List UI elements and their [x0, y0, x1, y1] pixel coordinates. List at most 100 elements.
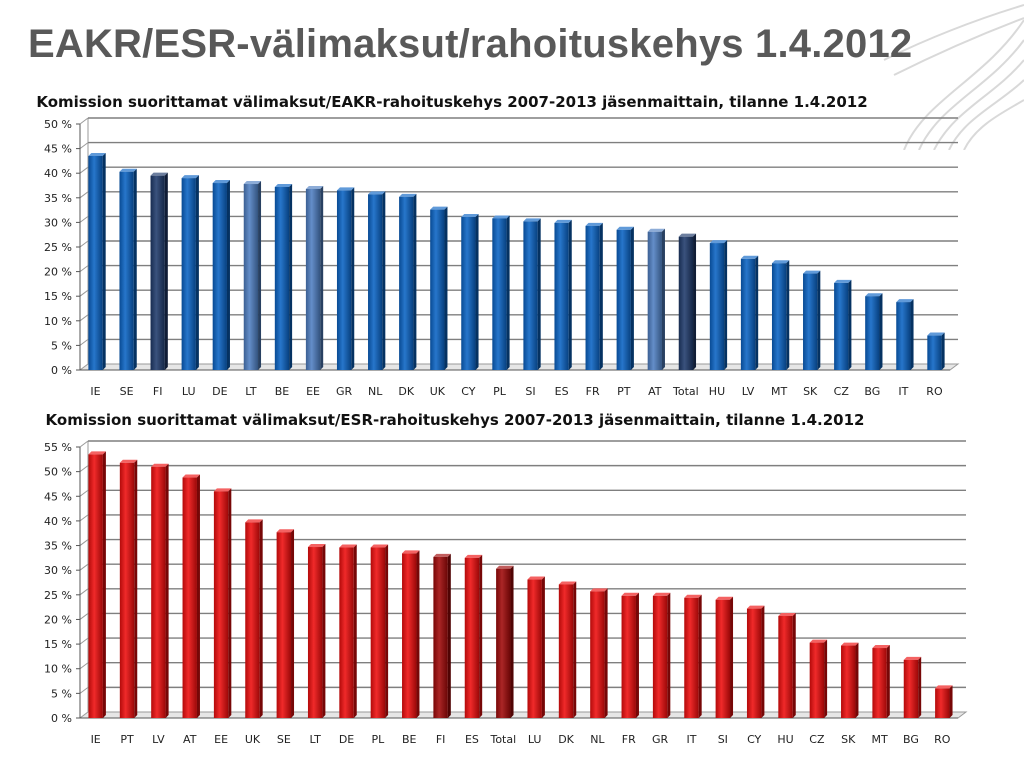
esr-chart-plot: 0 % 5 % 10 % 15 % 20 % 25 % 30 % 35 % 40 % 45 % 50…	[44, 440, 968, 746]
eakr-bar-side	[133, 168, 137, 370]
esr-bar-side	[792, 613, 796, 718]
eakr-bar-top	[181, 175, 199, 179]
esr-bar-cy	[746, 605, 765, 718]
eakr-bar-ie	[88, 152, 106, 370]
esr-bar-side	[761, 605, 765, 718]
eakr-bar-front	[771, 263, 787, 370]
esr-y-tick-label: 25 %	[44, 589, 72, 602]
esr-bar-front	[590, 591, 605, 718]
esr-bar-bg	[903, 656, 922, 718]
eakr-bar-side	[693, 233, 697, 370]
eakr-y-tick-label: 35 %	[44, 192, 72, 205]
eakr-x-tick-label: DK	[398, 385, 414, 398]
eakr-bar-top	[927, 332, 945, 336]
esr-bar-side	[291, 529, 295, 718]
esr-bar-side	[510, 565, 514, 718]
page-title: EAKR/ESR-välimaksut/rahoituskehys 1.4.20…	[28, 22, 913, 66]
eakr-bar-side	[289, 183, 293, 370]
esr-bar-top	[715, 596, 734, 600]
eakr-bar-front	[150, 175, 165, 370]
eakr-bar-at	[647, 228, 665, 370]
esr-bar-side	[573, 581, 577, 718]
esr-x-tick-label: PL	[372, 733, 386, 746]
eakr-x-tick-label: LU	[182, 385, 196, 398]
eakr-bar-side	[320, 185, 324, 370]
eakr-x-tick-label: GR	[336, 385, 353, 398]
eakr-bar-top	[461, 213, 479, 217]
esr-bar-side	[635, 592, 639, 718]
eakr-x-tick-label: BG	[864, 385, 880, 398]
esr-x-tick-label: EE	[214, 733, 228, 746]
eakr-bar-top	[274, 183, 293, 187]
eakr-bar-side	[630, 226, 634, 370]
eakr-gridline-diag	[79, 338, 89, 346]
eakr-bar-top	[523, 218, 541, 222]
eakr-bar-top	[212, 180, 230, 184]
eakr-bar-side	[195, 175, 199, 370]
esr-x-tick-label: HU	[777, 733, 793, 746]
esr-bar-ro	[935, 685, 953, 718]
eakr-bar-front	[181, 178, 196, 370]
esr-bar-side	[134, 459, 138, 718]
esr-bar-top	[903, 656, 922, 660]
eakr-y-tick-label: 20 %	[44, 266, 72, 279]
esr-bar-front	[370, 547, 386, 718]
esr-bar-top	[88, 451, 106, 455]
eakr-bar-pl	[492, 215, 510, 370]
eakr-bar-front	[430, 209, 445, 370]
esr-bar-side	[730, 596, 734, 718]
esr-bar-gr	[652, 592, 671, 718]
eakr-bar-gr	[336, 187, 355, 370]
esr-bar-top	[872, 645, 890, 649]
eakr-bar-top	[492, 215, 510, 219]
esr-bar-front	[151, 466, 166, 718]
esr-bar-top	[778, 613, 796, 617]
esr-gridline-diag	[79, 440, 89, 448]
esr-x-tick-label: NL	[590, 733, 605, 746]
eakr-bar-side	[661, 228, 665, 370]
esr-bar-side	[447, 553, 451, 718]
esr-bar-front	[652, 595, 668, 718]
eakr-bar-side	[413, 193, 417, 370]
eakr-bar-side	[506, 215, 510, 370]
eakr-bar-front	[212, 183, 227, 370]
eakr-x-tick-label: CZ	[834, 385, 850, 398]
esr-bar-front	[558, 584, 574, 718]
eakr-bar-it	[896, 299, 914, 370]
esr-x-tick-label: BE	[402, 733, 417, 746]
esr-bar-top	[370, 544, 389, 548]
esr-bar-ie	[88, 451, 106, 718]
eakr-gridline-diag	[79, 191, 89, 199]
eakr-floor	[78, 363, 960, 371]
eakr-y-tick-label: 30 %	[44, 216, 72, 229]
esr-bar-front	[464, 557, 480, 718]
esr-bar-front	[496, 568, 511, 718]
eakr-x-tick-label: BE	[275, 385, 290, 398]
eakr-y-tick-label: 40 %	[44, 167, 72, 180]
esr-y-tick-label: 30 %	[44, 564, 72, 577]
esr-bar-side	[322, 544, 326, 718]
esr-bar-top	[496, 565, 514, 569]
esr-bar-front	[276, 532, 292, 718]
esr-x-tick-label: CY	[747, 733, 761, 746]
esr-floor	[78, 711, 968, 719]
esr-gridline-diag	[79, 686, 89, 694]
esr-bar-front	[339, 547, 354, 718]
esr-y-tick-label: 20 %	[44, 613, 72, 626]
eakr-x-tick-label: MT	[771, 385, 787, 398]
eakr-bar-side	[351, 187, 355, 370]
eakr-bar-front	[896, 302, 911, 370]
esr-bar-top	[935, 685, 953, 689]
esr-bar-front	[307, 547, 323, 718]
esr-bar-top	[621, 592, 639, 596]
eakr-bar-ee	[305, 185, 324, 370]
esr-bar-side	[259, 519, 263, 718]
esr-bar-se	[276, 529, 295, 718]
eakr-x-tick-label: PT	[617, 385, 631, 398]
eakr-bar-si	[523, 218, 541, 370]
esr-bar-side	[667, 592, 671, 718]
eakr-bar-top	[305, 185, 324, 189]
eakr-gridline-diag	[79, 142, 89, 149]
esr-x-tick-label: CZ	[809, 733, 825, 746]
esr-bar-si	[715, 596, 734, 718]
